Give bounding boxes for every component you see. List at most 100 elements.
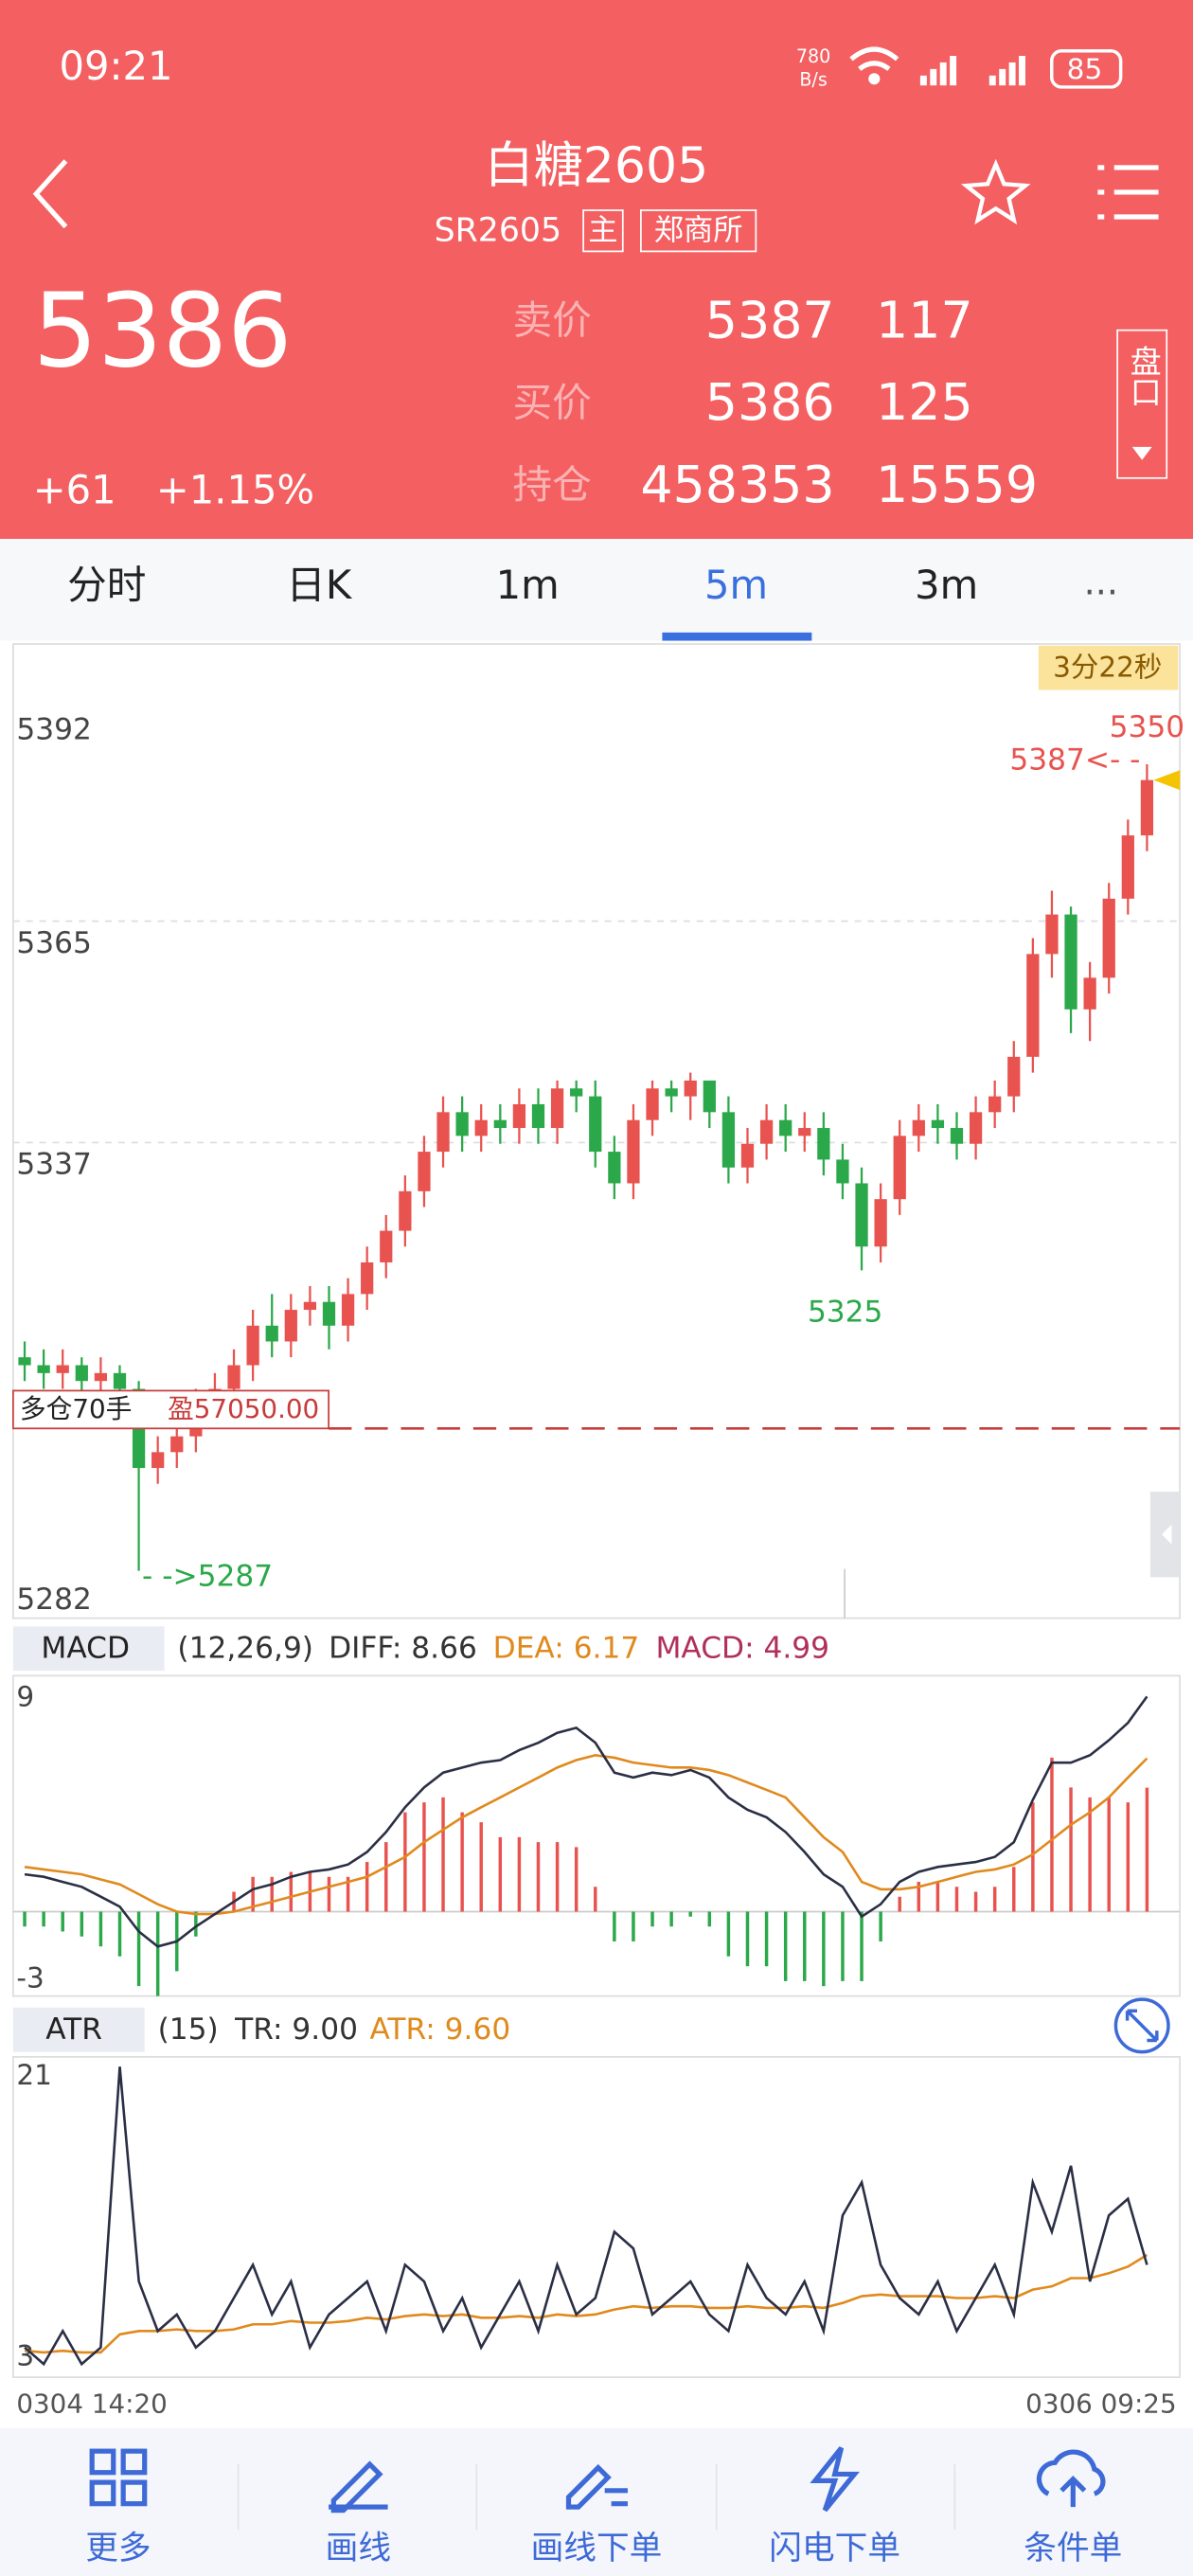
dea-value: DEA: 6.17 [493,1632,640,1666]
candle-body [493,1119,507,1129]
candle-body [721,1112,736,1168]
indicator-params: (12,26,9) [177,1632,313,1666]
nav-item[interactable]: 条件单 [1024,2530,1122,2567]
tab[interactable]: 分时 [67,562,146,608]
tab[interactable]: 1m [496,562,560,608]
candle-body [341,1294,355,1326]
indicator-name[interactable]: MACD [41,1632,130,1666]
side-tab-label[interactable]: 盘口 [1126,345,1163,407]
nav-dividers [237,2464,956,2531]
open-low-label: - ->5287 [142,1560,273,1594]
candle-body [646,1088,659,1120]
signal-icon [919,55,1025,86]
quote-volume: 15559 [876,455,1038,514]
candle-body [303,1301,317,1311]
high-label: 5350 [1110,710,1184,744]
candle-body [151,1452,165,1469]
quote-label: 卖价 [512,297,591,344]
last-label: 5387<- - [1009,743,1140,778]
title: 白糖2605 [485,138,709,195]
last-marker [1153,770,1181,791]
candle-body [1026,954,1040,1057]
y-tick-label: 9 [16,1680,34,1712]
indicator-params: (15) [158,2012,219,2047]
candle-body [836,1159,849,1184]
y-tick-label: -3 [16,1962,44,1995]
candle-body [436,1112,450,1153]
expand-button[interactable] [1113,1997,1170,2054]
candle-body [361,1261,374,1295]
candle-body [418,1152,431,1191]
candle-body [627,1119,640,1184]
menu-button[interactable] [1097,165,1159,220]
quote-label: 买价 [512,379,591,425]
candle-body [512,1103,526,1129]
candle-body [931,1119,945,1129]
quote-rows: 卖价 5387 117 买价 5386 125 持仓 458353 15559 [512,290,1038,513]
quote-price: 5386 [705,372,835,432]
y-tick-label: 5392 [16,713,91,747]
candle-body [75,1365,88,1382]
tr-line [24,2066,1148,2367]
candle-body [1083,977,1096,1010]
candle-body [265,1325,278,1342]
indicator-name[interactable]: ATR [45,2012,102,2047]
net-speed: 780 [796,46,830,67]
back-button[interactable] [32,159,68,229]
side-tab[interactable] [1116,329,1168,479]
candle-body [94,1372,108,1382]
change-pct: +1.15% [156,466,314,512]
y-tick-label: 5337 [16,1148,91,1182]
tag-box [582,209,624,253]
candle-body [1121,835,1134,899]
scroll-arrow [1162,1524,1172,1545]
candle-body [893,1136,906,1200]
y-tick-label: 3 [16,2340,34,2372]
low-label: 5325 [808,1295,882,1329]
candle-body [684,1080,697,1097]
candle-body [779,1119,792,1136]
kline: 5392 5365 5337 5282 多仓70手 盈57050.00 5350 5325 - … [12,710,1184,1617]
candle-body [1007,1056,1021,1097]
nav-item[interactable]: 画线下单 [531,2530,663,2567]
tag: 郑商所 [654,214,743,248]
favorite-button[interactable] [960,158,1031,225]
candle-body [855,1183,868,1247]
candle-body [817,1128,830,1160]
nav-item[interactable]: 更多 [85,2530,151,2567]
tab-bar [0,538,1193,641]
change: +61 [33,466,116,512]
diff-line [24,1695,1148,1948]
tab-indicator [662,632,812,641]
more-tabs[interactable]: ··· [1084,572,1118,614]
tab[interactable]: 5m [704,562,768,608]
tag: 主 [588,214,617,248]
candle-body [1045,914,1059,955]
quote-volume: 125 [876,372,973,432]
tab[interactable]: 日K [286,562,353,608]
indicator-tab[interactable] [12,1626,165,1672]
wifi-icon [849,46,899,85]
macd-panel [12,1674,1181,1997]
atr-value: ATR: 9.60 [369,2012,510,2047]
battery [1050,49,1123,89]
nav-item[interactable]: 闪电下单 [769,2530,900,2567]
y-tick-label: 5282 [16,1583,91,1617]
nav-item[interactable]: 画线 [326,2530,391,2567]
candle-body [531,1103,545,1129]
candle-body [740,1143,755,1168]
atr: 21 3 [16,2059,1148,2372]
candle-body [170,1436,184,1453]
position-box [12,1389,329,1430]
candle-body [18,1357,31,1366]
time-start: 0304 14:20 [16,2388,167,2420]
atr-panel [12,2055,1181,2378]
tab[interactable]: 3m [915,562,978,608]
indicator-tab[interactable] [12,2007,145,2052]
countdown-box [1038,645,1179,690]
candle-body [113,1372,127,1389]
candle-body [399,1190,412,1231]
macd-value: MACD: 4.99 [655,1632,829,1666]
atr-line [24,2253,1148,2354]
